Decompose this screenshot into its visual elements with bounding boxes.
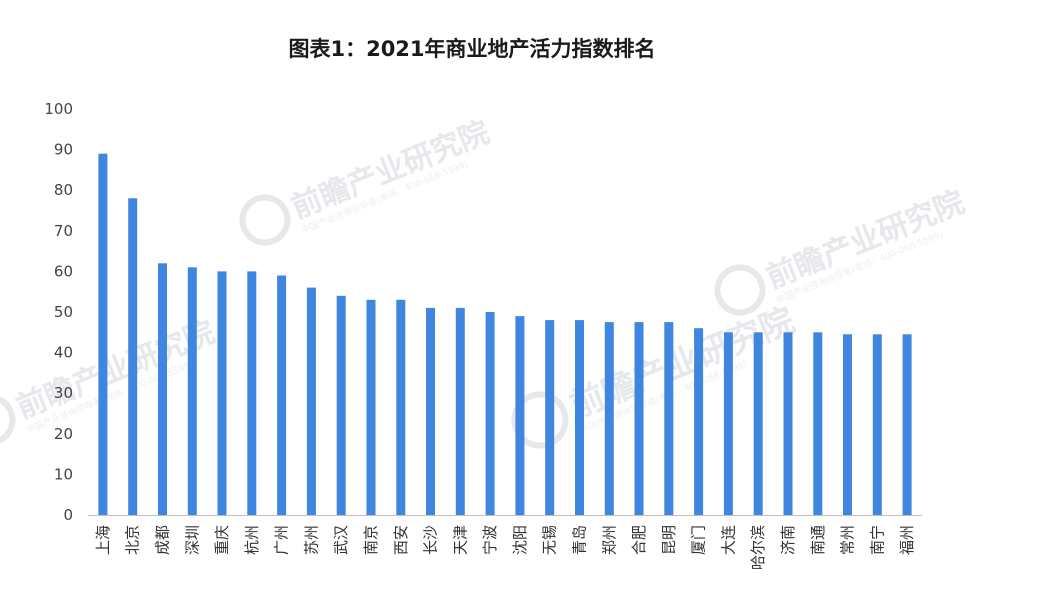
y-tick-label: 100	[44, 100, 73, 118]
x-tick-label: 苏州	[302, 525, 320, 555]
x-tick-label: 上海	[94, 525, 112, 555]
bar	[128, 198, 138, 516]
y-tick-label: 20	[54, 425, 73, 443]
y-tick-label: 90	[54, 141, 73, 159]
y-tick-label: 60	[54, 262, 73, 280]
bar	[664, 322, 674, 515]
watermark-logo-icon	[0, 394, 16, 446]
bar	[902, 334, 912, 515]
bar	[753, 332, 763, 515]
x-tick-label: 南宁	[868, 525, 886, 555]
y-tick-label: 70	[54, 222, 73, 240]
y-tick-label: 10	[54, 465, 73, 483]
bar	[872, 334, 882, 515]
x-tick-label: 长沙	[422, 525, 440, 555]
x-tick-label: 宁波	[481, 525, 499, 555]
y-tick-label: 80	[54, 181, 73, 199]
y-tick-label: 0	[63, 506, 73, 524]
bar	[515, 316, 525, 515]
x-tick-label: 沈阳	[511, 525, 529, 555]
bar	[336, 295, 346, 515]
x-tick-label: 西安	[392, 525, 410, 555]
x-tick-label: 郑州	[600, 525, 618, 555]
bar	[277, 275, 287, 515]
x-tick-label: 无锡	[541, 525, 559, 555]
x-tick-label: 常州	[839, 525, 857, 555]
x-tick-label: 武汉	[332, 525, 350, 555]
x-tick-label: 成都	[154, 525, 172, 555]
x-axis-labels: 上海 北京 成都 深圳 重庆 杭州 广州 苏州 武汉 南京 西安 长沙 天津 宁波 沈阳 无锡 青岛 郑州 合肥 昆明…	[94, 525, 916, 570]
bar	[187, 267, 197, 515]
bar	[98, 153, 108, 515]
x-tick-label: 大连	[719, 525, 737, 555]
bar	[485, 312, 495, 515]
x-tick-label: 合肥	[630, 525, 648, 555]
bar	[843, 334, 852, 515]
x-tick-label: 天津	[451, 525, 469, 555]
x-tick-label: 厦门	[690, 525, 708, 555]
watermark-logo-icon	[714, 264, 766, 316]
x-tick-label: 昆明	[660, 525, 678, 555]
x-tick-label: 北京	[124, 525, 142, 555]
x-tick-label: 杭州	[243, 525, 261, 555]
x-tick-label: 哈尔滨	[749, 525, 767, 570]
bar	[723, 332, 733, 515]
x-tick-label: 济南	[779, 525, 797, 555]
bar	[604, 322, 614, 515]
x-tick-label: 青岛	[571, 525, 589, 555]
bar	[694, 328, 704, 515]
bar	[217, 271, 227, 515]
bar	[783, 332, 793, 515]
x-tick-label: 福州	[898, 525, 916, 555]
bar	[306, 287, 316, 515]
y-axis: 0 10 20 30 40 50 60 70 80 90 100	[44, 100, 73, 524]
y-tick-label: 30	[54, 384, 73, 402]
y-tick-label: 40	[54, 344, 73, 362]
bar	[247, 271, 257, 515]
x-tick-label: 深圳	[183, 525, 201, 555]
x-tick-label: 重庆	[213, 525, 231, 555]
bar	[634, 322, 644, 515]
x-tick-label: 南京	[362, 525, 380, 555]
bar	[366, 299, 376, 515]
watermark-text: 前瞻产业研究院	[564, 300, 800, 426]
bar	[158, 263, 167, 515]
bar	[455, 307, 465, 515]
bar	[575, 320, 584, 515]
x-tick-label: 南通	[809, 525, 827, 555]
x-tick-label: 广州	[273, 525, 291, 555]
bar	[426, 307, 435, 515]
watermark-logo-icon	[239, 194, 291, 246]
y-tick-label: 50	[54, 303, 73, 321]
bar	[813, 332, 823, 515]
bar-series	[98, 153, 912, 516]
bar	[545, 320, 555, 515]
chart-title: 图表1：2021年商业地产活力指数排名	[288, 37, 655, 61]
bar	[396, 299, 406, 515]
